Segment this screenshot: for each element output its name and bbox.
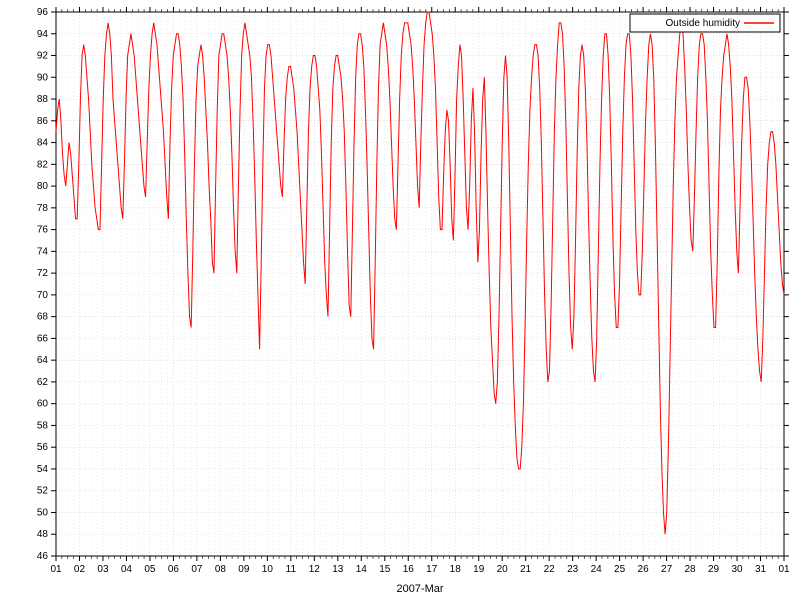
y-tick-label: 92	[37, 51, 49, 62]
x-tick-label: 24	[591, 564, 603, 575]
x-tick-label: 19	[473, 564, 485, 575]
y-tick-label: 84	[37, 138, 49, 149]
x-tick-label: 29	[708, 564, 720, 575]
y-tick-label: 88	[37, 94, 49, 105]
y-tick-label: 90	[37, 72, 49, 83]
y-tick-label: 48	[37, 529, 49, 540]
y-tick-label: 46	[37, 551, 49, 562]
y-tick-label: 58	[37, 420, 49, 431]
x-tick-label: 02	[74, 564, 86, 575]
x-tick-label: 16	[403, 564, 415, 575]
x-tick-label: 06	[168, 564, 180, 575]
y-tick-label: 74	[37, 246, 49, 257]
x-tick-label: 17	[426, 564, 438, 575]
x-tick-label: 08	[215, 564, 227, 575]
y-tick-label: 80	[37, 181, 49, 192]
chart-svg: 46 48 50 52 54 56 58 60 62 64 66 68 70 72 74 76 78 80 82 84…	[0, 0, 800, 600]
x-tick-label: 12	[309, 564, 321, 575]
y-tick-label: 72	[37, 268, 49, 279]
x-tick-label: 23	[567, 564, 579, 575]
x-axis-label: 2007-Mar	[396, 583, 443, 595]
x-tick-label: 21	[520, 564, 532, 575]
y-tick-label: 76	[37, 225, 49, 236]
x-tick-label: 11	[286, 564, 297, 575]
y-tick-label: 96	[37, 7, 49, 18]
legend-label: Outside humidity	[666, 18, 740, 29]
y-tick-label: 70	[37, 290, 49, 301]
y-tick-label: 64	[37, 355, 49, 366]
x-tick-label: 27	[661, 564, 673, 575]
x-tick-label: 07	[191, 564, 203, 575]
x-tick-label: 03	[97, 564, 109, 575]
y-tick-label: 52	[37, 486, 49, 497]
y-tick-label: 68	[37, 312, 49, 323]
humidity-chart: 46 48 50 52 54 56 58 60 62 64 66 68 70 72 74 76 78 80 82 84…	[0, 0, 800, 600]
y-tick-label: 78	[37, 203, 49, 214]
x-tick-label: 22	[544, 564, 556, 575]
y-tick-label: 86	[37, 116, 49, 127]
y-tick-label: 66	[37, 333, 49, 344]
x-tick-label: 01	[50, 564, 62, 575]
x-tick-label: 15	[379, 564, 391, 575]
y-tick-label: 60	[37, 399, 49, 410]
x-tick-label: 05	[144, 564, 156, 575]
x-tick-label: 04	[121, 564, 133, 575]
x-tick-label: 10	[262, 564, 274, 575]
x-tick-label: 13	[332, 564, 344, 575]
x-tick-label: 30	[731, 564, 743, 575]
x-tick-label: 18	[450, 564, 462, 575]
x-tick-label: 20	[497, 564, 509, 575]
y-tick-label: 54	[37, 464, 49, 475]
x-tick-label: 01	[778, 564, 790, 575]
x-tick-label: 28	[685, 564, 697, 575]
y-tick-label: 56	[37, 442, 49, 453]
y-tick-label: 50	[37, 507, 49, 518]
y-tick-label: 94	[37, 29, 49, 40]
y-tick-label: 82	[37, 159, 49, 170]
x-tick-label: 14	[356, 564, 368, 575]
x-tick-label: 09	[238, 564, 250, 575]
x-tick-label: 25	[614, 564, 626, 575]
y-tick-label: 62	[37, 377, 49, 388]
x-tick-label: 26	[638, 564, 650, 575]
x-tick-label: 31	[755, 564, 767, 575]
